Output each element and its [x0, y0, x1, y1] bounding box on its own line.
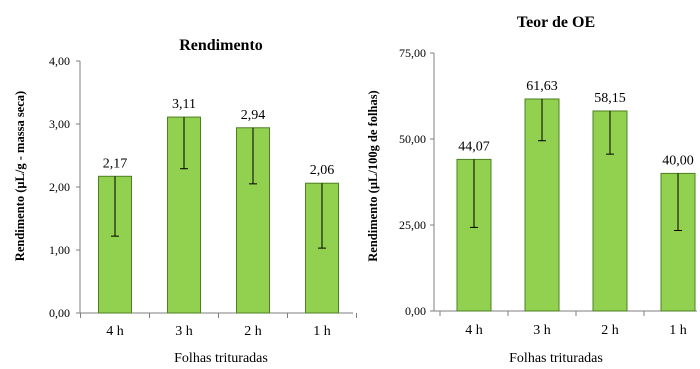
- y-tick-label: 75,00: [399, 46, 426, 60]
- y-tick-label: 0,00: [405, 304, 426, 318]
- x-tick-label: 3 h: [175, 324, 193, 339]
- bar: [236, 127, 270, 314]
- x-tick-label: 4 h: [465, 323, 483, 338]
- y-tick-label: 50,00: [399, 132, 426, 146]
- data-label: 44,07: [458, 139, 490, 154]
- data-label: 40,00: [662, 153, 694, 168]
- x-tick-label: 1 h: [669, 323, 687, 338]
- y-axis-label: Rendimento (µL/g - massa seca): [13, 91, 27, 261]
- data-label: 61,63: [526, 79, 558, 94]
- y-axis-label: Rendimento (µL/100g de folhas): [366, 90, 380, 261]
- data-label: 2,94: [241, 108, 266, 123]
- data-label: 2,06: [310, 163, 335, 178]
- x-tick-label: 4 h: [106, 324, 124, 339]
- y-tick-label: 3,00: [49, 117, 70, 131]
- x-tick-label: 1 h: [313, 324, 331, 339]
- x-axis-label: Folhas trituradas: [174, 351, 268, 366]
- bar-chart-rendimento: 0,00 1,00 2,00 3,00 4,00 2,17 4 h 3,11 3 h 2,94 2 …: [49, 54, 357, 339]
- data-label: 3,11: [172, 97, 196, 112]
- data-label: 58,15: [594, 91, 626, 106]
- data-label: 2,17: [103, 156, 128, 171]
- chart-title: Rendimento: [179, 37, 263, 54]
- y-tick-label: 25,00: [399, 218, 426, 232]
- x-tick-label: 2 h: [601, 323, 619, 338]
- y-tick-label: 4,00: [49, 54, 70, 68]
- y-tick-label: 0,00: [49, 306, 70, 320]
- y-tick-label: 1,00: [49, 243, 70, 257]
- bar-chart-teor-de-oe: 0,00 25,00 50,00 75,00 44,07 4 h 61,63 3 h 58,15…: [399, 46, 697, 338]
- chart-title: Teor de OE: [517, 14, 595, 31]
- x-tick-label: 2 h: [244, 324, 262, 339]
- y-tick-label: 2,00: [49, 180, 70, 194]
- x-axis-label: Folhas trituradas: [509, 351, 603, 366]
- x-tick-label: 3 h: [533, 323, 551, 338]
